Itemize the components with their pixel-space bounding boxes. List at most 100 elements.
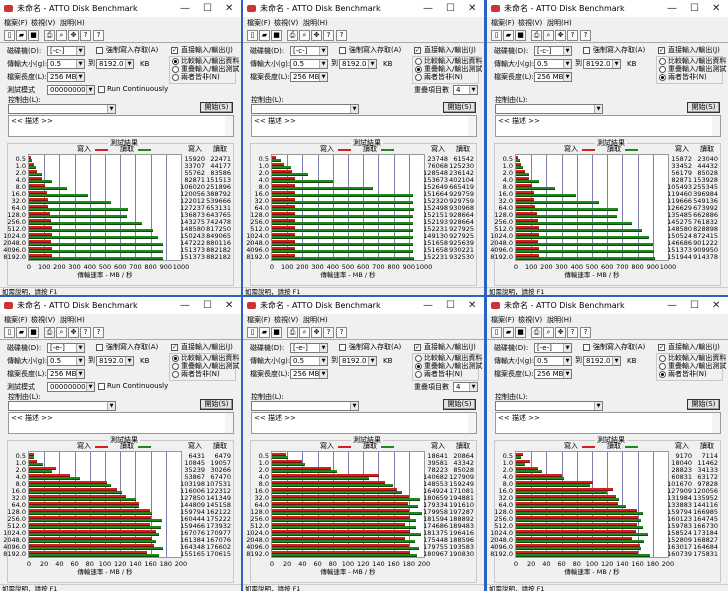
queue-depth-select[interactable]: 4 ▼ xyxy=(453,85,478,95)
description-box[interactable]: << 描述 >> xyxy=(8,412,234,434)
move-icon[interactable]: ✥ xyxy=(311,30,322,41)
controlled-by-select[interactable]: ▼ xyxy=(495,104,603,114)
direct-io-checkbox[interactable]: ✓ xyxy=(658,47,665,54)
io-mode-radio[interactable] xyxy=(172,58,179,65)
force-write-checkbox[interactable] xyxy=(96,47,103,54)
chevron-down-icon[interactable]: ▼ xyxy=(76,370,84,378)
chevron-down-icon[interactable]: ▼ xyxy=(368,60,376,68)
context-help-icon[interactable]: ? xyxy=(336,327,347,338)
chevron-down-icon[interactable]: ▼ xyxy=(319,60,327,68)
controlled-by-select[interactable]: ▼ xyxy=(8,401,116,411)
io-mode-radio[interactable] xyxy=(415,363,422,370)
menu-item[interactable]: 檔案(F) xyxy=(491,19,515,27)
io-mode-radio[interactable] xyxy=(659,371,666,378)
io-mode-radio[interactable] xyxy=(415,66,422,73)
move-icon[interactable]: ✥ xyxy=(68,30,79,41)
transfer-to-select[interactable]: 8192.0 ▼ xyxy=(339,59,377,69)
minimize-button[interactable]: — xyxy=(180,300,190,311)
menu-item[interactable]: 檢視(V) xyxy=(274,316,299,324)
direct-io-checkbox[interactable]: ✓ xyxy=(414,344,421,351)
menu-item[interactable]: 檔案(F) xyxy=(4,316,28,324)
chevron-down-icon[interactable]: ▼ xyxy=(76,73,84,81)
menu-item[interactable]: 說明(H) xyxy=(60,19,85,27)
maximize-button[interactable]: ☐ xyxy=(203,3,212,14)
drive-select[interactable]: [-e-] ▼ xyxy=(290,343,328,353)
description-box[interactable]: << 描述 >> xyxy=(495,115,721,137)
drive-select[interactable]: [-c-] ▼ xyxy=(534,46,572,56)
preview-icon[interactable]: ⌕ xyxy=(299,30,310,41)
drive-select[interactable]: [-c-] ▼ xyxy=(47,46,85,56)
chevron-down-icon[interactable]: ▼ xyxy=(563,357,571,365)
controlled-by-select[interactable]: ▼ xyxy=(495,401,603,411)
chevron-down-icon[interactable]: ▼ xyxy=(76,344,84,352)
test-pattern-select[interactable]: 00000000 ▼ xyxy=(47,85,95,95)
chevron-down-icon[interactable]: ▼ xyxy=(563,344,571,352)
minimize-button[interactable]: — xyxy=(180,3,190,14)
io-mode-radio[interactable] xyxy=(659,66,666,73)
io-mode-radio[interactable] xyxy=(415,74,422,81)
chevron-down-icon[interactable]: ▼ xyxy=(469,86,477,94)
force-write-checkbox[interactable] xyxy=(339,344,346,351)
menu-item[interactable]: 說明(H) xyxy=(60,316,85,324)
transfer-from-select[interactable]: 0.5 ▼ xyxy=(47,59,85,69)
open-icon[interactable]: ▰ xyxy=(259,30,270,41)
help-icon[interactable]: ? xyxy=(323,327,334,338)
force-write-checkbox[interactable] xyxy=(339,47,346,54)
menu-item[interactable]: 說明(H) xyxy=(303,19,328,27)
io-mode-radio[interactable] xyxy=(172,363,179,370)
drive-select[interactable]: [-e-] ▼ xyxy=(534,343,572,353)
chevron-down-icon[interactable]: ▼ xyxy=(594,105,602,113)
direct-io-checkbox[interactable]: ✓ xyxy=(658,344,665,351)
scrollbar[interactable] xyxy=(712,413,720,433)
start-button[interactable]: 開始(S) xyxy=(443,102,476,113)
chevron-down-icon[interactable]: ▼ xyxy=(319,73,327,81)
open-icon[interactable]: ▰ xyxy=(503,327,514,338)
title-bar[interactable]: 未命名 - ATTO Disk Benchmark — ☐ ✕ xyxy=(487,0,728,17)
chevron-down-icon[interactable]: ▼ xyxy=(469,383,477,391)
print-icon[interactable]: ⎙ xyxy=(531,30,542,41)
save-icon[interactable]: ■ xyxy=(515,30,526,41)
io-mode-radio[interactable] xyxy=(172,74,179,81)
description-box[interactable]: << 描述 >> xyxy=(495,412,721,434)
open-icon[interactable]: ▰ xyxy=(16,327,27,338)
preview-icon[interactable]: ⌕ xyxy=(543,30,554,41)
file-length-select[interactable]: 256 MB ▼ xyxy=(290,72,328,82)
new-icon[interactable]: ▯ xyxy=(491,327,502,338)
context-help-icon[interactable]: ? xyxy=(580,30,591,41)
io-mode-radio[interactable] xyxy=(172,355,179,362)
new-icon[interactable]: ▯ xyxy=(247,30,258,41)
close-button[interactable]: ✕ xyxy=(712,3,721,14)
io-mode-radio[interactable] xyxy=(659,74,666,81)
save-icon[interactable]: ■ xyxy=(271,327,282,338)
chevron-down-icon[interactable]: ▼ xyxy=(612,357,620,365)
chevron-down-icon[interactable]: ▼ xyxy=(563,370,571,378)
file-length-select[interactable]: 256 MB ▼ xyxy=(47,369,85,379)
direct-io-checkbox[interactable]: ✓ xyxy=(171,344,178,351)
drive-select[interactable]: [-e-] ▼ xyxy=(47,343,85,353)
transfer-to-select[interactable]: 8192.0 ▼ xyxy=(96,356,134,366)
transfer-to-select[interactable]: 8192.0 ▼ xyxy=(339,356,377,366)
print-icon[interactable]: ⎙ xyxy=(531,327,542,338)
transfer-to-select[interactable]: 8192.0 ▼ xyxy=(96,59,134,69)
start-button[interactable]: 開始(S) xyxy=(443,399,476,410)
chevron-down-icon[interactable]: ▼ xyxy=(563,73,571,81)
chevron-down-icon[interactable]: ▼ xyxy=(594,402,602,410)
new-icon[interactable]: ▯ xyxy=(491,30,502,41)
transfer-to-select[interactable]: 8192.0 ▼ xyxy=(583,59,621,69)
open-icon[interactable]: ▰ xyxy=(16,30,27,41)
file-length-select[interactable]: 256 MB ▼ xyxy=(47,72,85,82)
chevron-down-icon[interactable]: ▼ xyxy=(76,60,84,68)
title-bar[interactable]: 未命名 - ATTO Disk Benchmark — ☐ ✕ xyxy=(243,0,484,17)
chevron-down-icon[interactable]: ▼ xyxy=(125,60,133,68)
move-icon[interactable]: ✥ xyxy=(68,327,79,338)
save-icon[interactable]: ■ xyxy=(28,30,39,41)
move-icon[interactable]: ✥ xyxy=(555,30,566,41)
help-icon[interactable]: ? xyxy=(80,30,91,41)
io-mode-radio[interactable] xyxy=(172,371,179,378)
menu-item[interactable]: 檔案(F) xyxy=(4,19,28,27)
menu-item[interactable]: 說明(H) xyxy=(547,19,572,27)
menu-item[interactable]: 檢視(V) xyxy=(31,19,56,27)
transfer-from-select[interactable]: 0.5 ▼ xyxy=(534,356,572,366)
chevron-down-icon[interactable]: ▼ xyxy=(125,357,133,365)
queue-depth-select[interactable]: 4 ▼ xyxy=(453,382,478,392)
